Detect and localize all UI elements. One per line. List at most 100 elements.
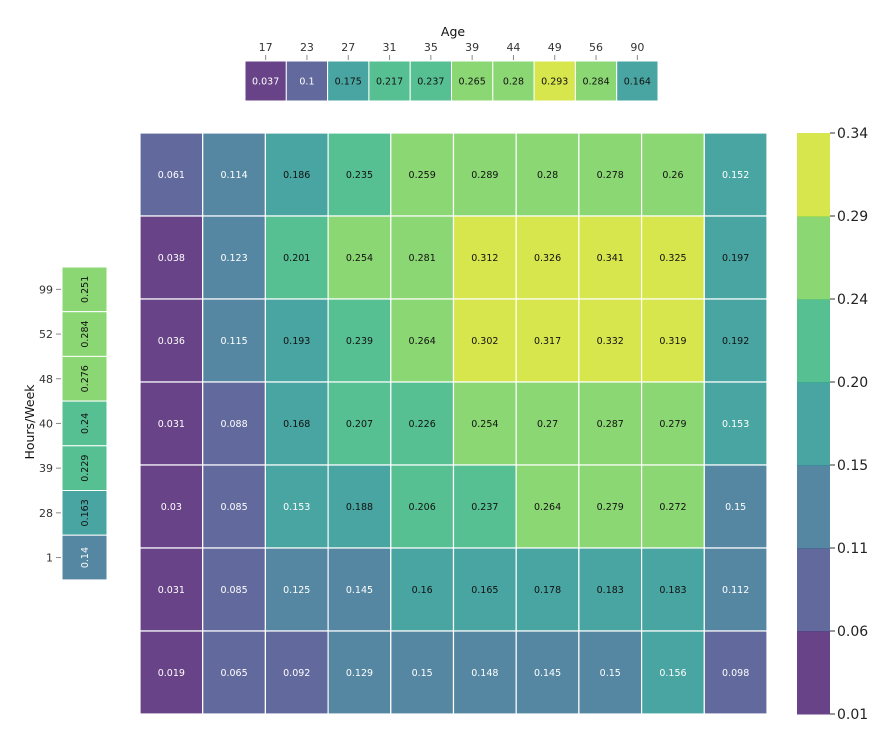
colorbar-segment-2 bbox=[797, 465, 830, 549]
hours-marginal-label-0: 0.251 bbox=[80, 276, 91, 303]
heatmap-cell-label-r2-c6: 0.317 bbox=[534, 336, 561, 347]
heatmap-grid: 0.061 0.114 0.186 0.235 0.259 0.289 0.28 0.278 0… bbox=[139, 132, 768, 715]
age-marginal-label-0: 0.037 bbox=[252, 77, 279, 88]
colorbar-tick-label-6: 0.06 bbox=[837, 624, 868, 640]
heatmap-cell-r4-c7 bbox=[578, 464, 643, 549]
heatmap-cell-r3-c9 bbox=[703, 381, 768, 466]
colorbar-tick-label-2: 0.24 bbox=[837, 292, 868, 308]
age-marginal-cell-6 bbox=[492, 60, 535, 102]
age-tick-label-2: 27 bbox=[341, 41, 355, 54]
heatmap-cell-r5-c3 bbox=[327, 547, 392, 632]
colorbar-segment-5 bbox=[797, 216, 830, 300]
heatmap-cell-label-r0-c7: 0.278 bbox=[597, 170, 624, 181]
hours-marginal-label-2: 0.276 bbox=[80, 365, 91, 392]
heatmap-cell-label-r6-c2: 0.092 bbox=[283, 668, 310, 679]
heatmap-cell-label-r0-c9: 0.152 bbox=[722, 170, 749, 181]
hours-marginal-cell-6 bbox=[61, 534, 108, 581]
hours-marginal-label-5: 0.163 bbox=[80, 499, 91, 526]
age-tick-label-5: 39 bbox=[465, 41, 479, 54]
heatmap-cell-label-r3-c8: 0.279 bbox=[659, 419, 686, 430]
age-marginal-strip: 0.037 17 0.1 23 0.175 27 0.217 31 0.237 35 0.265 39… bbox=[244, 41, 659, 102]
age-axis-title: Age bbox=[441, 24, 465, 39]
heatmap-cell-r3-c2 bbox=[264, 381, 329, 466]
heatmap-cell-r5-c7 bbox=[578, 547, 643, 632]
heatmap-cell-label-r3-c3: 0.207 bbox=[346, 419, 373, 430]
hours-tick-label-6: 1 bbox=[46, 552, 53, 565]
hours-marginal-cell-3 bbox=[61, 400, 108, 447]
heatmap-cell-r4-c0 bbox=[139, 464, 204, 549]
colorbar-segment-6 bbox=[797, 133, 830, 217]
colorbar-tick-label-3: 0.20 bbox=[837, 375, 868, 391]
heatmap-cell-label-r6-c7: 0.15 bbox=[600, 668, 621, 679]
heatmap-cell-label-r0-c0: 0.061 bbox=[158, 170, 185, 181]
hours-marginal-cell-4 bbox=[61, 445, 108, 491]
heatmap-cell-label-r4-c1: 0.085 bbox=[220, 502, 247, 513]
heatmap-cell-label-r0-c1: 0.114 bbox=[220, 170, 247, 181]
heatmap-cell-r5-c8 bbox=[640, 547, 705, 632]
heatmap-cell-label-r1-c4: 0.281 bbox=[409, 253, 436, 264]
colorbar-tick-label-7: 0.01 bbox=[837, 707, 868, 723]
heatmap-cell-label-r1-c6: 0.326 bbox=[534, 253, 561, 264]
heatmap-cell-label-r0-c2: 0.186 bbox=[283, 170, 310, 181]
heatmap-cell-label-r4-c3: 0.188 bbox=[346, 502, 373, 513]
hours-tick-label-4: 39 bbox=[39, 462, 53, 475]
heatmap-cell-label-r5-c0: 0.031 bbox=[158, 585, 185, 596]
heatmap-cell-r0-c3 bbox=[327, 132, 392, 217]
heatmap-cell-label-r3-c9: 0.153 bbox=[722, 419, 749, 430]
hours-marginal-label-6: 0.14 bbox=[80, 547, 91, 568]
heatmap-cell-r1-c6 bbox=[515, 215, 580, 300]
colorbar-segment-4 bbox=[797, 299, 830, 383]
heatmap-cell-r2-c4 bbox=[390, 298, 455, 383]
heatmap-cell-label-r3-c5: 0.254 bbox=[471, 419, 498, 430]
colorbar-segment-0 bbox=[797, 631, 830, 715]
heatmap-cell-label-r6-c5: 0.148 bbox=[471, 668, 498, 679]
heatmap-cell-r4-c8 bbox=[640, 464, 705, 549]
heatmap-cell-label-r2-c8: 0.319 bbox=[659, 336, 686, 347]
hours-tick-label-2: 48 bbox=[39, 373, 53, 386]
heatmap-cell-label-r2-c2: 0.193 bbox=[283, 336, 310, 347]
heatmap-cell-r5-c9 bbox=[703, 547, 768, 632]
age-marginal-cell-1 bbox=[285, 60, 329, 102]
age-marginal-label-8: 0.284 bbox=[582, 77, 609, 88]
hours-axis-title: Hours/Week bbox=[22, 384, 37, 460]
heatmap-cell-label-r5-c6: 0.178 bbox=[534, 585, 561, 596]
age-marginal-label-2: 0.175 bbox=[335, 77, 362, 88]
heatmap-cell-label-r3-c6: 0.27 bbox=[537, 419, 558, 430]
heatmap-cell-r5-c1 bbox=[202, 547, 266, 632]
heatmap-cell-label-r1-c8: 0.325 bbox=[659, 253, 686, 264]
heatmap-cell-label-r5-c1: 0.085 bbox=[220, 585, 247, 596]
heatmap-cell-label-r4-c9: 0.15 bbox=[725, 502, 746, 513]
heatmap-cell-r6-c7 bbox=[578, 630, 643, 715]
heatmap-cell-label-r3-c1: 0.088 bbox=[220, 419, 247, 430]
heatmap-cell-label-r3-c7: 0.287 bbox=[597, 419, 624, 430]
heatmap-cell-r6-c3 bbox=[327, 630, 392, 715]
heatmap-cell-label-r6-c4: 0.15 bbox=[412, 668, 433, 679]
heatmap-cell-label-r2-c0: 0.036 bbox=[158, 336, 185, 347]
heatmap-cell-r1-c3 bbox=[327, 215, 392, 300]
heatmap-cell-r1-c4 bbox=[390, 215, 455, 300]
age-marginal-cell-0 bbox=[244, 60, 287, 102]
heatmap-cell-label-r6-c3: 0.129 bbox=[346, 668, 373, 679]
heatmap-cell-label-r1-c0: 0.038 bbox=[158, 253, 185, 264]
age-marginal-label-3: 0.217 bbox=[376, 77, 403, 88]
heatmap-cell-label-r0-c4: 0.259 bbox=[409, 170, 436, 181]
heatmap-cell-r0-c8 bbox=[640, 132, 705, 217]
heatmap-cell-label-r5-c8: 0.183 bbox=[659, 585, 686, 596]
age-marginal-label-7: 0.293 bbox=[541, 77, 568, 88]
age-marginal-label-9: 0.164 bbox=[624, 77, 651, 88]
heatmap-cell-r1-c1 bbox=[202, 215, 266, 300]
heatmap-cell-label-r4-c4: 0.206 bbox=[409, 502, 436, 513]
heatmap-cell-label-r3-c2: 0.168 bbox=[283, 419, 310, 430]
heatmap-cell-r5-c5 bbox=[452, 547, 517, 632]
age-marginal-label-1: 0.1 bbox=[299, 77, 314, 88]
colorbar-segment-3 bbox=[797, 382, 830, 466]
heatmap-cell-r1-c9 bbox=[703, 215, 768, 300]
heatmap-cell-label-r1-c9: 0.197 bbox=[722, 253, 749, 264]
colorbar-segment-1 bbox=[797, 548, 830, 632]
heatmap-cell-label-r3-c0: 0.031 bbox=[158, 419, 185, 430]
hours-marginal-cell-1 bbox=[61, 311, 108, 357]
heatmap-cell-label-r0-c8: 0.26 bbox=[662, 170, 683, 181]
age-tick-label-8: 56 bbox=[589, 41, 603, 54]
age-tick-label-3: 31 bbox=[383, 41, 397, 54]
